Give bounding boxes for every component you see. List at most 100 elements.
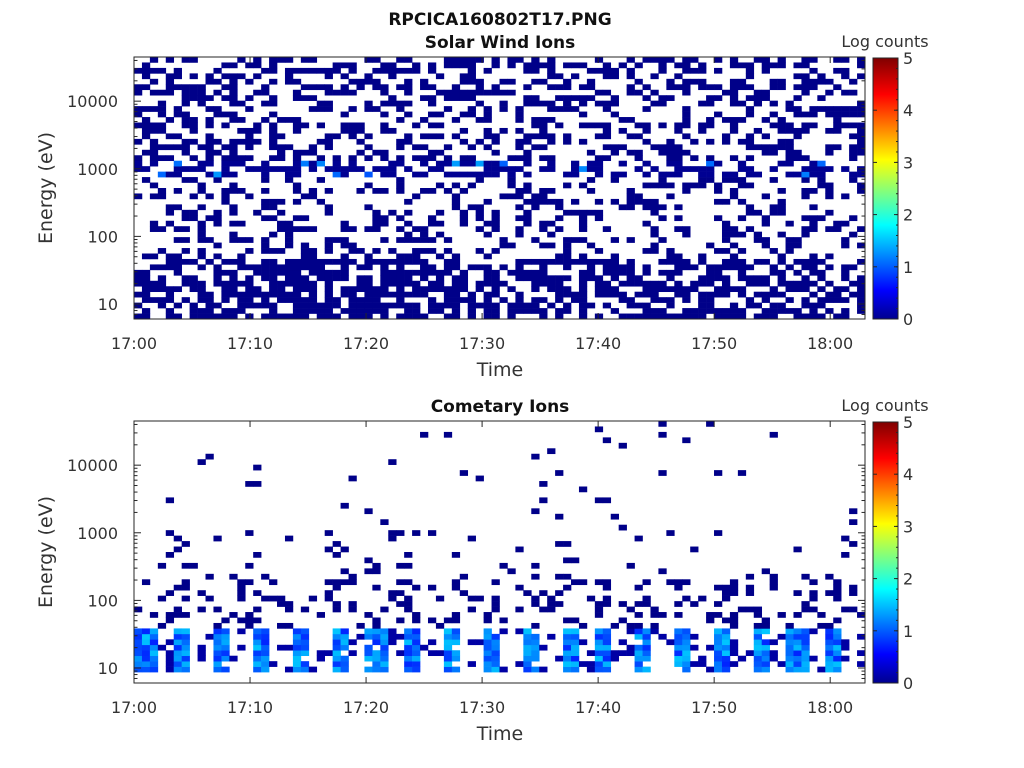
heatmap-cell [388,73,397,80]
heatmap-cell [777,84,786,91]
heatmap-cell [348,160,357,167]
heatmap-cell [237,237,246,243]
heatmap-cell [682,644,691,651]
heatmap-cell [682,650,691,657]
heatmap-cell [284,666,294,673]
heatmap-cell [769,313,778,320]
heatmap-cell [642,138,651,145]
heatmap-cell [157,89,167,96]
heatmap-cell [666,78,675,85]
heatmap-cell [324,258,333,265]
heatmap-cell [745,182,755,189]
heatmap-cell [626,57,635,63]
heatmap-cell [277,313,286,320]
heatmap-cell [332,606,341,613]
heatmap-cell [578,182,588,189]
heatmap-cell [173,264,182,271]
heatmap-cell [173,535,182,542]
heatmap-cell [181,215,190,222]
heatmap-cell [435,149,445,156]
heatmap-cell [547,606,556,613]
heatmap-cell [205,149,214,156]
heatmap-cell [324,166,333,172]
heatmap-cell [586,264,596,271]
heatmap-cell [316,308,325,314]
heatmap-cell [817,612,826,618]
heatmap-cell [284,606,294,613]
heatmap-cell [364,133,373,140]
heatmap-cell [571,557,580,564]
heatmap-cell [157,188,167,194]
heatmap-cell [563,138,572,145]
heatmap-cell [324,313,333,320]
heatmap-cell [706,269,715,276]
heatmap-cell [483,639,492,646]
x-axis-ticks: 17:00 17:10 17:20 17:30 17:40 17:50 18:00 [111,57,853,353]
heatmap-cell [563,291,572,298]
heatmap-cell [324,84,333,91]
heatmap-cell [721,280,731,287]
heatmap-cell [674,62,683,69]
heatmap-cell [412,237,421,243]
heatmap-cell [364,100,373,107]
heatmap-cell [189,95,198,101]
heatmap-cell [523,198,532,205]
heatmap-cell [849,541,858,547]
heatmap-cell [364,253,373,260]
heatmap-cell [785,127,794,134]
heatmap-cell [221,258,230,265]
heatmap-cell [324,269,333,276]
heatmap-cell [650,198,659,205]
heatmap-cell [292,160,302,167]
heatmap-cell [157,562,167,569]
heatmap-cell [284,237,294,243]
heatmap-cell [578,639,588,646]
heatmap-cell [348,122,357,129]
heatmap-cell [602,497,612,504]
heatmap-cell [682,639,691,646]
heatmap-cell [555,84,564,91]
heatmap-cell [539,606,548,613]
heatmap-cell [475,204,484,211]
heatmap-cell [586,160,596,167]
heatmap-cell [141,291,151,298]
heatmap-cell [523,62,532,69]
heatmap-cell [451,633,461,640]
heatmap-cell [563,209,572,216]
heatmap-cell [714,308,723,314]
heatmap-cell [721,133,731,140]
heatmap-cell [586,78,596,85]
heatmap-cell [658,313,667,320]
heatmap-cell [324,144,333,151]
heatmap-cell [483,160,492,167]
heatmap-cell [761,193,770,200]
heatmap-cell [261,264,270,271]
heatmap-cell [658,612,667,618]
heatmap-cell [857,297,866,303]
heatmap-cell [237,579,246,586]
heatmap-cell [849,149,858,156]
heatmap-cell [380,155,389,162]
heatmap-cell [277,220,286,227]
heatmap-cell [316,155,325,162]
heatmap-cell [737,182,747,189]
heatmap-cell [499,127,508,134]
heatmap-cell [348,650,357,657]
heatmap-cell [348,475,357,482]
plot-frame [133,56,866,320]
heatmap-cell [404,291,413,298]
heatmap-cell [372,628,381,635]
heatmap-cell [364,557,373,564]
heatmap-cell [753,100,763,107]
heatmap-cell [134,155,143,162]
heatmap-cell [483,253,492,260]
heatmap-cell [849,171,858,178]
heatmap-cell [491,275,500,282]
heatmap-cell [269,204,278,211]
colorbar-tick-label: 2 [903,570,913,589]
heatmap-cell [602,264,612,271]
heatmap-cell [253,606,262,613]
heatmap-cell [475,475,484,482]
heatmap-cell [515,291,524,298]
heatmap-cell [364,155,373,162]
